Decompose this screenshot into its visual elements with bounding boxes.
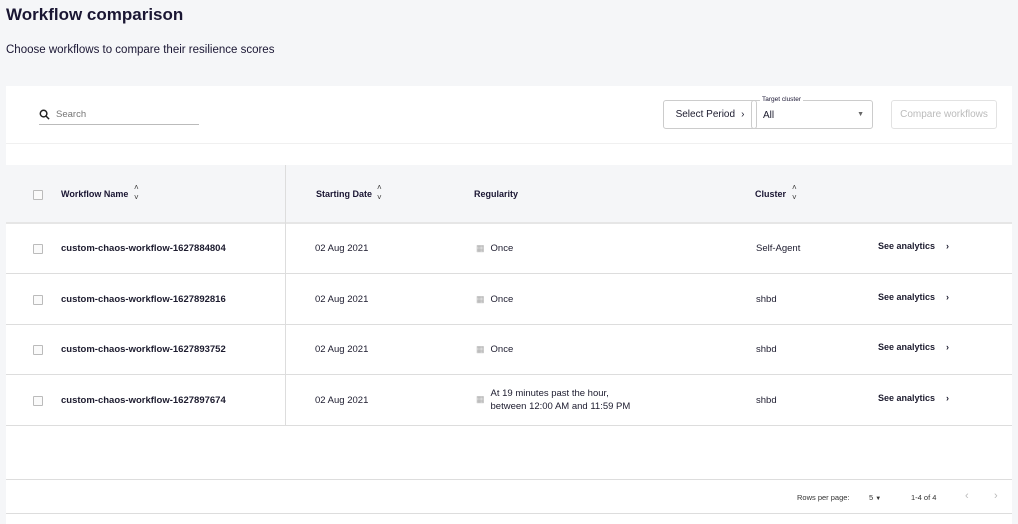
target-cluster-label: Target cluster [760, 96, 804, 103]
regularity-text: At 19 minutes past the hour, [490, 387, 609, 399]
see-analytics-label: See analytics [878, 342, 936, 352]
calendar-icon: ▦ [476, 243, 485, 253]
calendar-icon: ▦ [476, 293, 485, 304]
target-cluster-select[interactable]: Target cluster All ▼ [751, 96, 873, 129]
workflow-name: custom-chaos-workflow-1627893752 [61, 344, 226, 355]
starting-date: 02 Aug 2021 [315, 344, 369, 355]
regularity-text: Once [490, 293, 514, 305]
target-cluster-value: All [763, 110, 775, 121]
workflow-name: custom-chaos-workflow-1627884804 [61, 243, 226, 254]
pagination: Rows per page: 5 ▼ 1-4 of 4 ‹ › [6, 479, 1012, 514]
see-analytics-label: See analytics [878, 241, 936, 251]
column-workflow-name: Workflow Name [61, 189, 129, 199]
see-analytics-link[interactable]: See analytics › [878, 393, 949, 403]
cluster: shbd [756, 394, 777, 406]
cluster: Self-Agent [756, 243, 801, 254]
workflow-name: custom-chaos-workflow-1627897674 [61, 394, 226, 406]
row-checkbox[interactable] [33, 345, 43, 355]
page-title: Workflow comparison [6, 5, 184, 24]
search-field[interactable] [39, 105, 199, 125]
see-analytics-link[interactable]: See analytics › [878, 292, 949, 302]
next-page-button[interactable]: › [994, 490, 998, 502]
see-analytics-label: See analytics [878, 291, 936, 302]
see-analytics-label: See analytics [878, 392, 936, 403]
column-starting-date: Starting Date [316, 189, 373, 199]
search-input[interactable] [56, 109, 186, 120]
calendar-icon: ▦ [476, 344, 485, 354]
rows-per-page-value: 5 [869, 493, 874, 502]
regularity: ▦ At 19 minutes past the hour, between 12:… [476, 388, 630, 412]
regularity: ▦ Once [476, 344, 513, 357]
rows-per-page-label: Rows per page: [797, 493, 850, 502]
dropdown-arrow-icon: ▼ [875, 496, 882, 502]
page-subtitle: Choose workflows to compare their resili… [6, 44, 275, 56]
prev-page-button[interactable]: ‹ [965, 490, 969, 502]
row-checkbox[interactable] [33, 294, 43, 305]
page-range: 1-4 of 4 [911, 493, 937, 502]
see-analytics-link[interactable]: See analytics › [878, 241, 949, 251]
calendar-icon: ▦ [476, 393, 485, 404]
select-period-button[interactable]: Select Period › [663, 100, 757, 129]
see-analytics-link[interactable]: See analytics › [878, 342, 949, 352]
regularity: ▦ Once [476, 243, 513, 256]
select-all-checkbox[interactable] [33, 190, 43, 200]
regularity-text: Once [490, 344, 514, 355]
chevron-right-icon: › [741, 109, 745, 120]
compare-workflows-button[interactable]: Compare workflows [891, 100, 997, 129]
column-regularity: Regularity [474, 189, 519, 199]
rows-per-page-select[interactable]: 5 ▼ [869, 493, 881, 502]
regularity: ▦ Once [476, 294, 513, 307]
table-row: custom-chaos-workflow-1627892816 02 Aug … [6, 275, 1012, 325]
table-row: custom-chaos-workflow-1627893752 02 Aug … [6, 325, 1012, 375]
chevron-right-icon: › [946, 291, 950, 302]
table-row: custom-chaos-workflow-1627897674 02 Aug … [6, 376, 1012, 426]
regularity-text: Once [490, 243, 514, 254]
chevron-right-icon: › [946, 241, 950, 251]
sort-workflow-name-icon[interactable]: ˄ ˅ [134, 183, 139, 202]
workflow-name: custom-chaos-workflow-1627892816 [61, 293, 226, 305]
regularity-text-2: between 12:00 AM and 11:59 PM [490, 400, 631, 412]
cluster: shbd [756, 344, 777, 355]
chevron-right-icon: › [946, 342, 950, 352]
starting-date: 02 Aug 2021 [315, 394, 369, 406]
search-icon [39, 109, 50, 120]
dropdown-arrow-icon: ▼ [857, 111, 864, 118]
table-header: Workflow Name ˄ ˅ Starting Date ˄ ˅ Regula… [6, 165, 1012, 224]
column-cluster: Cluster [755, 189, 787, 199]
row-checkbox[interactable] [33, 244, 43, 254]
table-row: custom-chaos-workflow-1627884804 02 Aug … [6, 224, 1012, 274]
workflow-table-card: Select Period › Target cluster All ▼ Comp… [6, 86, 1012, 524]
starting-date: 02 Aug 2021 [315, 293, 369, 305]
starting-date: 02 Aug 2021 [315, 243, 369, 254]
chevron-right-icon: › [946, 392, 950, 403]
sort-starting-date-icon[interactable]: ˄ ˅ [377, 183, 382, 202]
row-checkbox[interactable] [33, 395, 43, 406]
sort-cluster-icon[interactable]: ˄ ˅ [792, 183, 797, 202]
column-divider [285, 165, 286, 426]
select-period-label: Select Period [675, 109, 736, 120]
cluster: shbd [756, 293, 777, 305]
divider [6, 143, 1012, 144]
